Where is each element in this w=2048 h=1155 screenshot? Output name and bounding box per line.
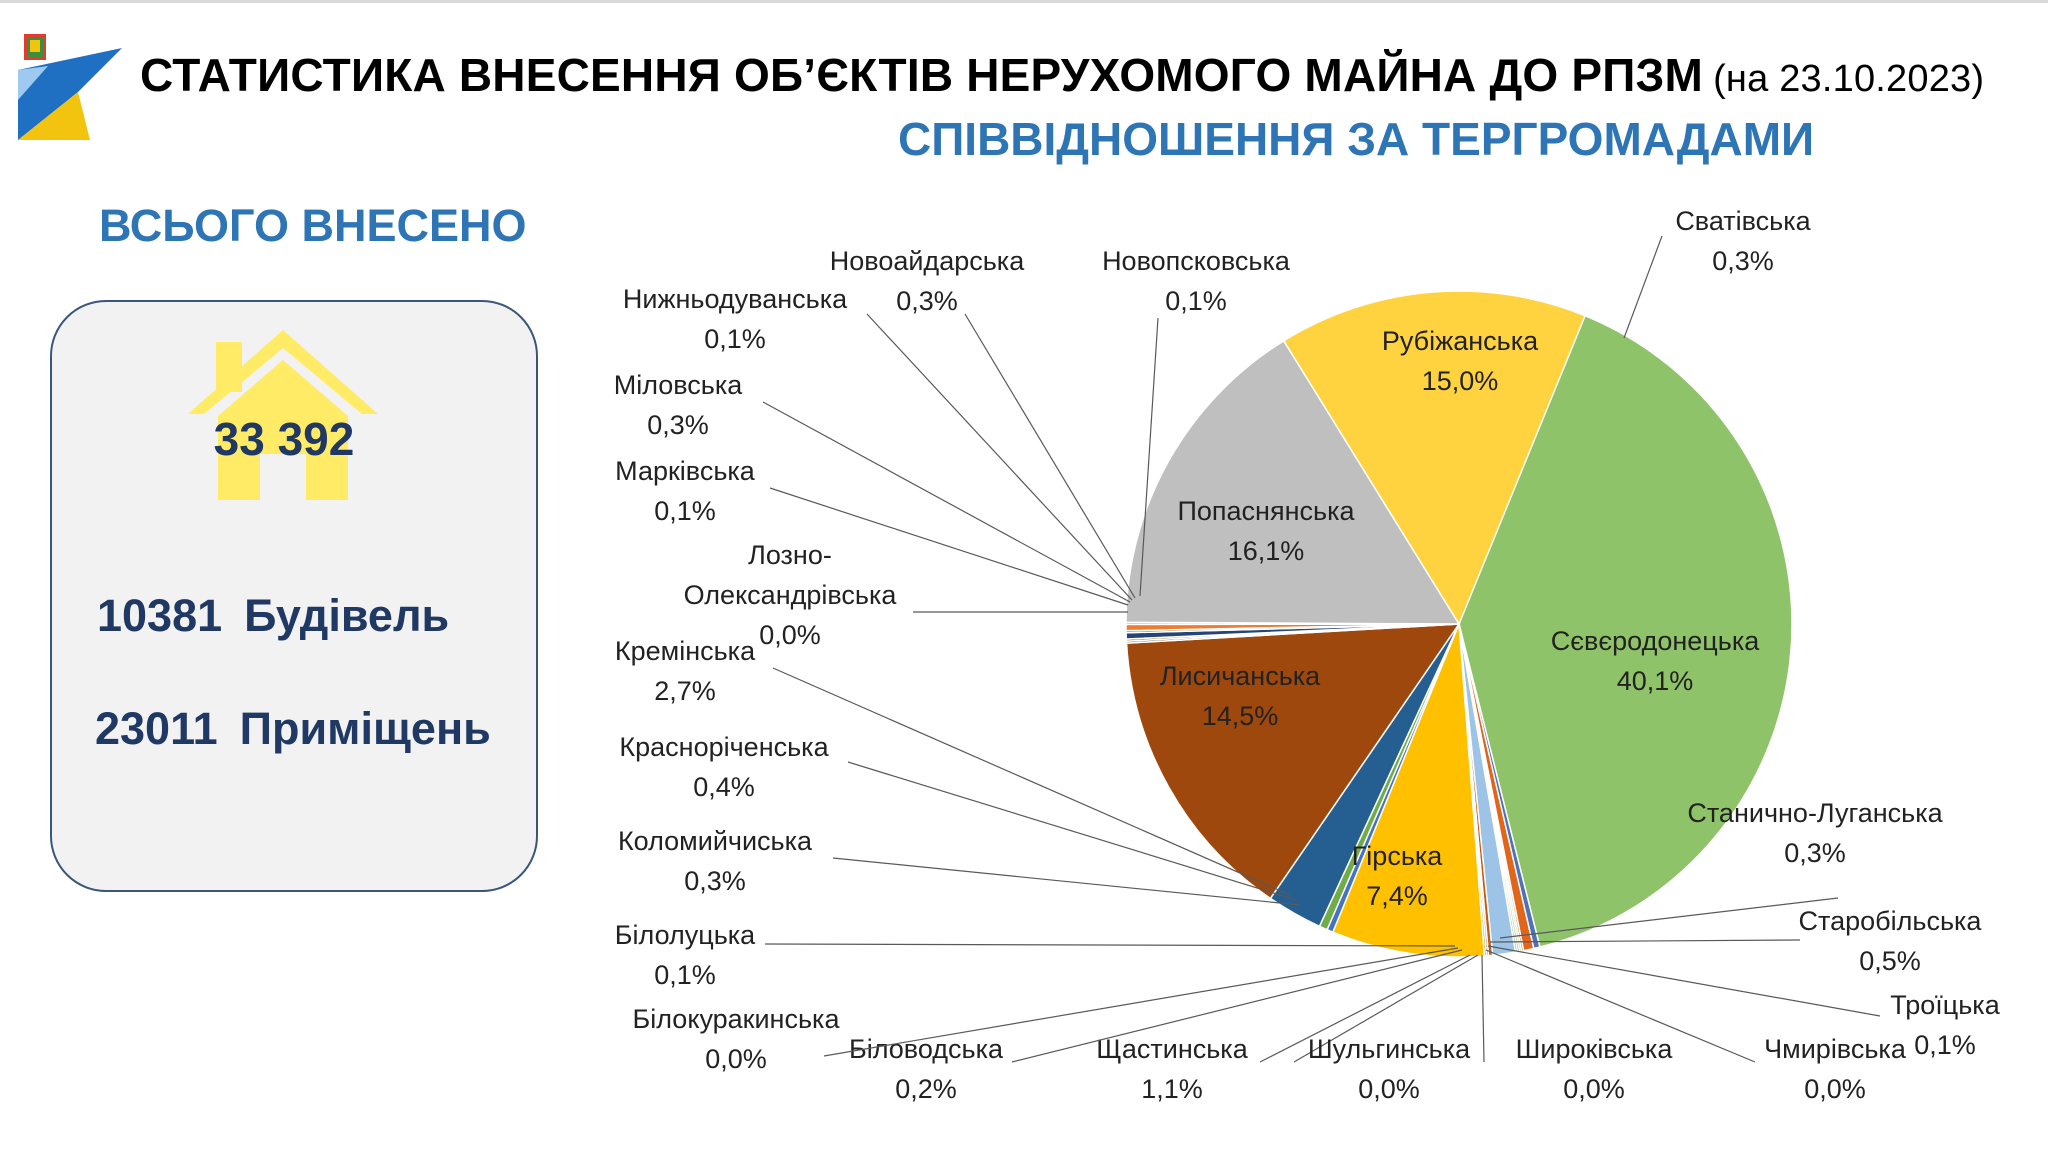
- rooms-label: Приміщень: [239, 703, 491, 754]
- slice-label-name: Лисичанська: [1160, 661, 1321, 691]
- slice-label-value: 0,0%: [1563, 1074, 1625, 1104]
- slice-label-value: 0,0%: [1804, 1074, 1866, 1104]
- slice-label-name: Троїцька: [1890, 990, 2000, 1020]
- leader-line: [1259, 954, 1471, 1063]
- leader-line: [1499, 897, 1839, 939]
- slice-label-value: 0,5%: [1859, 946, 1921, 976]
- slice-label-value: 15,0%: [1422, 366, 1499, 396]
- leader-line: [762, 401, 1131, 603]
- slice-label-name: Гірська: [1352, 841, 1444, 871]
- rooms-count: 23011: [95, 703, 218, 754]
- leader-line: [1293, 954, 1479, 1063]
- slice-label-value: 0,3%: [1712, 246, 1774, 276]
- slice-label-name: Білокуракинська: [633, 1004, 841, 1034]
- slice-label-name: Красноріченська: [619, 732, 829, 762]
- leader-line: [1623, 235, 1663, 339]
- slice-label-value: 40,1%: [1617, 666, 1694, 696]
- pie-slice: [1282, 290, 1587, 626]
- slice-label-name: Рубіжанська: [1382, 326, 1539, 356]
- top-divider: [0, 0, 2048, 3]
- leader-line: [769, 487, 1129, 606]
- page-title: СТАТИСТИКА ВНЕСЕННЯ ОБ’ЄКТІВ НЕРУХОМОГО …: [140, 48, 1984, 102]
- leader-line: [772, 667, 1291, 896]
- slice-label-name: Сєвєродонецька: [1551, 626, 1760, 656]
- slice-label-name: Чмирівська: [1764, 1034, 1907, 1064]
- slice-label-name: Нижньодуванська: [623, 284, 848, 314]
- slice-label-name: Шульгинська: [1308, 1034, 1471, 1064]
- buildings-label: Будівель: [244, 590, 450, 641]
- slice-label-name: Новоайдарська: [830, 246, 1025, 276]
- slice-label-name: Олександрівська: [684, 580, 898, 610]
- slice-label-value: 0,1%: [1165, 286, 1227, 316]
- slice-label-name: Кремінська: [615, 636, 756, 666]
- buildings-count: 10381: [97, 590, 223, 641]
- house-icon: [188, 330, 378, 500]
- leader-line: [1481, 954, 1485, 1063]
- slice-label-value: 0,3%: [647, 410, 709, 440]
- leader-line: [1487, 945, 1881, 1017]
- total-label: ВСЬОГО ВНЕСЕНО: [99, 200, 527, 251]
- rooms-stat: 23011 Приміщень: [95, 703, 491, 755]
- slice-label-value: 0,1%: [654, 960, 716, 990]
- slice-label-value: 0,3%: [896, 286, 958, 316]
- pie-slice: [1458, 313, 1793, 948]
- slice-label-name: Старобільська: [1799, 906, 1983, 936]
- leader-line: [1011, 949, 1463, 1063]
- leader-line: [1489, 939, 1801, 943]
- slice-label-value: 7,4%: [1366, 881, 1428, 911]
- slice-label-value: 0,4%: [693, 772, 755, 802]
- slice-label-value: 0,2%: [895, 1074, 957, 1104]
- slice-label-value: 0,3%: [684, 866, 746, 896]
- pie-slice: [1331, 623, 1486, 958]
- slice-label-value: 0,1%: [1914, 1030, 1976, 1060]
- slice-label-value: 0,1%: [654, 496, 716, 526]
- region-logo-icon: [18, 34, 122, 140]
- title-text: СТАТИСТИКА ВНЕСЕННЯ ОБ’ЄКТІВ НЕРУХОМОГО …: [140, 49, 1704, 101]
- slice-label-value: 16,1%: [1228, 536, 1305, 566]
- leader-line: [1485, 949, 1756, 1063]
- page-subtitle: СПІВВІДНОШЕННЯ ЗА ТЕРГРОМАДАМИ: [898, 113, 1815, 165]
- leader-line: [964, 313, 1136, 599]
- slice-label-value: 0,3%: [1784, 838, 1846, 868]
- slice-label-value: 0,1%: [704, 324, 766, 354]
- slice-label-name: Міловська: [614, 370, 744, 400]
- buildings-stat: 10381 Будівель: [97, 590, 449, 642]
- title-date: (на 23.10.2023): [1713, 58, 1985, 100]
- pie-slice: [1125, 623, 1461, 900]
- slice-label-value: 0,0%: [1358, 1074, 1420, 1104]
- slice-label-name: Новопсковська: [1102, 246, 1291, 276]
- slice-label-name: Коломийчиська: [618, 826, 813, 856]
- slice-label-name: Марківська: [615, 456, 756, 486]
- slice-label-value: 14,5%: [1202, 701, 1279, 731]
- slice-label-name: Широківська: [1516, 1034, 1674, 1064]
- total-value: 33 392: [213, 413, 355, 465]
- slice-label-name: Сватівська: [1675, 206, 1811, 236]
- leader-line: [1139, 317, 1159, 597]
- leader-line: [764, 943, 1456, 947]
- slice-label-name: Щастинська: [1096, 1034, 1248, 1064]
- leader-line: [847, 761, 1297, 901]
- leader-line: [832, 857, 1301, 906]
- slice-label-name: Лозно-: [748, 540, 832, 570]
- leader-line: [823, 947, 1459, 1057]
- slice-label-value: 0,0%: [705, 1044, 767, 1074]
- slice-label-name: Білолуцька: [615, 920, 756, 950]
- slice-label-value: 1,1%: [1141, 1074, 1203, 1104]
- slice-label-name: Попаснянська: [1178, 496, 1356, 526]
- slice-label-value: 0,0%: [759, 620, 821, 650]
- slice-label-value: 2,7%: [654, 676, 716, 706]
- leader-line: [866, 313, 1133, 601]
- slice-label-name: Станично-Луганська: [1687, 798, 1943, 828]
